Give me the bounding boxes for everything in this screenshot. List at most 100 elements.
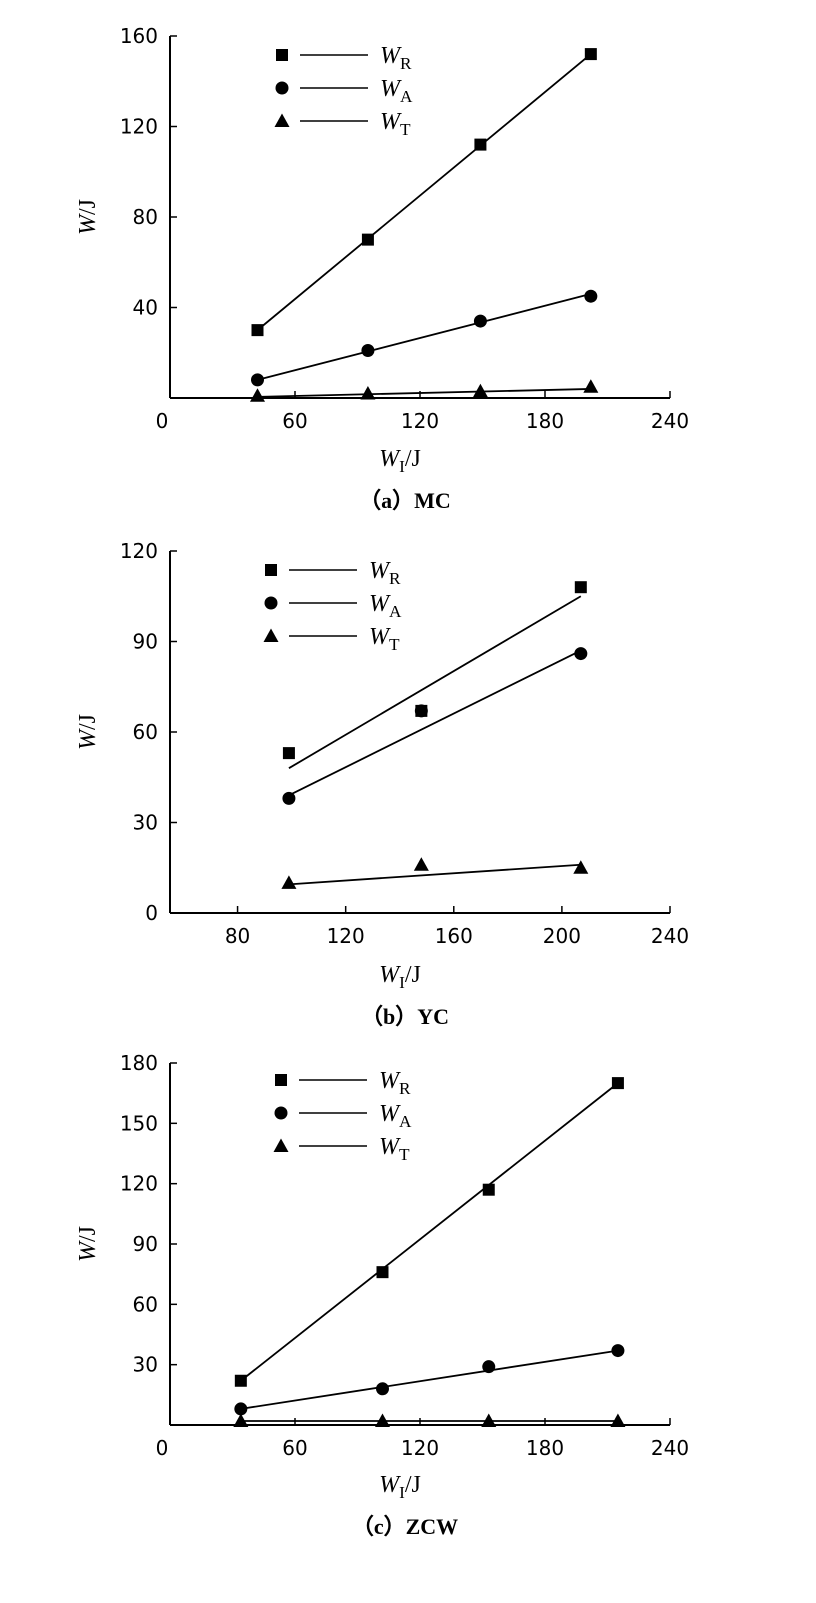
x-tick-label: 60 — [282, 1436, 307, 1460]
series-circle — [251, 289, 598, 387]
series-triangle — [281, 857, 589, 889]
data-point-triangle — [413, 857, 429, 871]
y-axis-title: W/J — [75, 199, 101, 235]
data-point-square — [251, 324, 264, 337]
data-point-circle — [584, 289, 598, 303]
data-point-square — [376, 1266, 389, 1279]
y-axis-title: W/J — [75, 1226, 101, 1262]
legend-marker-square — [275, 1074, 287, 1086]
series-square — [282, 581, 587, 769]
fit-line — [288, 595, 582, 769]
x-axis-title: WI/J — [379, 1472, 421, 1502]
x-axis-title: WI/J — [379, 962, 421, 992]
data-point-triangle — [233, 1413, 249, 1427]
y-tick-label: 150 — [120, 1111, 158, 1135]
data-point-square — [474, 138, 487, 151]
y-tick-label: 60 — [133, 720, 158, 744]
y-tick-label: 30 — [133, 811, 158, 835]
legend-label: WA — [369, 591, 402, 621]
data-point-square — [584, 48, 597, 61]
legend-label: WR — [380, 43, 412, 73]
data-point-triangle — [250, 388, 265, 402]
data-point-triangle — [360, 385, 376, 400]
x-tick-label: 160 — [435, 924, 473, 948]
x-tick-label: 0 — [156, 409, 169, 433]
legend-marker-circle — [264, 596, 278, 610]
panel-caption: （c）ZCW — [352, 1514, 458, 1539]
x-tick-label: 240 — [651, 409, 689, 433]
data-point-circle — [376, 1382, 389, 1396]
x-tick-label: 200 — [543, 924, 581, 948]
legend-label: WT — [369, 624, 400, 654]
series-circle — [234, 1344, 625, 1416]
series-triangle — [233, 1413, 626, 1427]
y-tick-label: 60 — [133, 1292, 158, 1316]
legend-label: WA — [380, 76, 413, 106]
series-square — [234, 1077, 624, 1387]
data-point-triangle — [610, 1413, 626, 1427]
data-point-square — [574, 581, 587, 594]
legend-marker-circle — [275, 81, 289, 95]
legend-marker-triangle — [273, 1138, 289, 1152]
y-tick-label: 30 — [133, 1353, 158, 1377]
legend-label: WR — [369, 558, 401, 588]
data-point-circle — [361, 343, 375, 357]
y-axis-title: W/J — [75, 714, 101, 750]
data-point-circle — [282, 791, 296, 805]
data-point-circle — [482, 1360, 496, 1374]
legend-marker-square — [276, 49, 288, 61]
legend-marker-circle — [274, 1106, 288, 1120]
data-point-triangle — [375, 1413, 390, 1427]
y-tick-label: 0 — [145, 901, 158, 925]
x-tick-label: 80 — [225, 924, 250, 948]
series-circle — [282, 647, 588, 805]
data-point-circle — [414, 704, 428, 718]
legend-label: WR — [379, 1068, 411, 1098]
data-point-circle — [473, 314, 487, 328]
legend-marker-triangle — [274, 113, 290, 127]
y-tick-label: 120 — [120, 539, 158, 563]
x-tick-label: 240 — [651, 1436, 689, 1460]
legend-label: WT — [379, 1134, 410, 1164]
data-point-triangle — [472, 383, 488, 398]
y-tick-label: 40 — [133, 296, 158, 320]
data-point-circle — [234, 1402, 248, 1416]
legend-marker-square — [265, 564, 277, 576]
x-tick-label: 180 — [526, 409, 564, 433]
fit-line — [288, 863, 581, 886]
series-triangle — [250, 379, 599, 402]
legend-label: WA — [379, 1101, 412, 1131]
data-point-circle — [611, 1344, 625, 1358]
legend-marker-triangle — [263, 628, 279, 642]
y-tick-label: 160 — [120, 24, 158, 48]
x-axis-title: WI/J — [379, 446, 421, 476]
data-point-triangle — [583, 379, 599, 393]
data-point-triangle — [281, 875, 297, 889]
panel-caption: （a）MC — [359, 488, 451, 513]
fit-line — [256, 53, 592, 331]
legend-label: WT — [380, 109, 411, 139]
x-tick-label: 120 — [327, 924, 365, 948]
data-point-square — [282, 747, 295, 760]
data-point-square — [611, 1077, 624, 1090]
series-square — [251, 48, 597, 337]
fit-line — [288, 649, 582, 797]
data-point-triangle — [573, 860, 589, 874]
data-point-circle — [251, 373, 264, 387]
y-tick-label: 90 — [133, 630, 158, 654]
x-tick-label: 0 — [156, 1436, 169, 1460]
data-point-triangle — [481, 1413, 497, 1427]
x-tick-label: 60 — [282, 409, 307, 433]
y-tick-label: 80 — [133, 205, 158, 229]
y-tick-label: 120 — [120, 115, 158, 139]
fit-line — [257, 293, 592, 381]
y-tick-label: 120 — [120, 1172, 158, 1196]
panel-caption: （b）YC — [361, 1004, 449, 1029]
y-tick-label: 180 — [120, 1051, 158, 1075]
